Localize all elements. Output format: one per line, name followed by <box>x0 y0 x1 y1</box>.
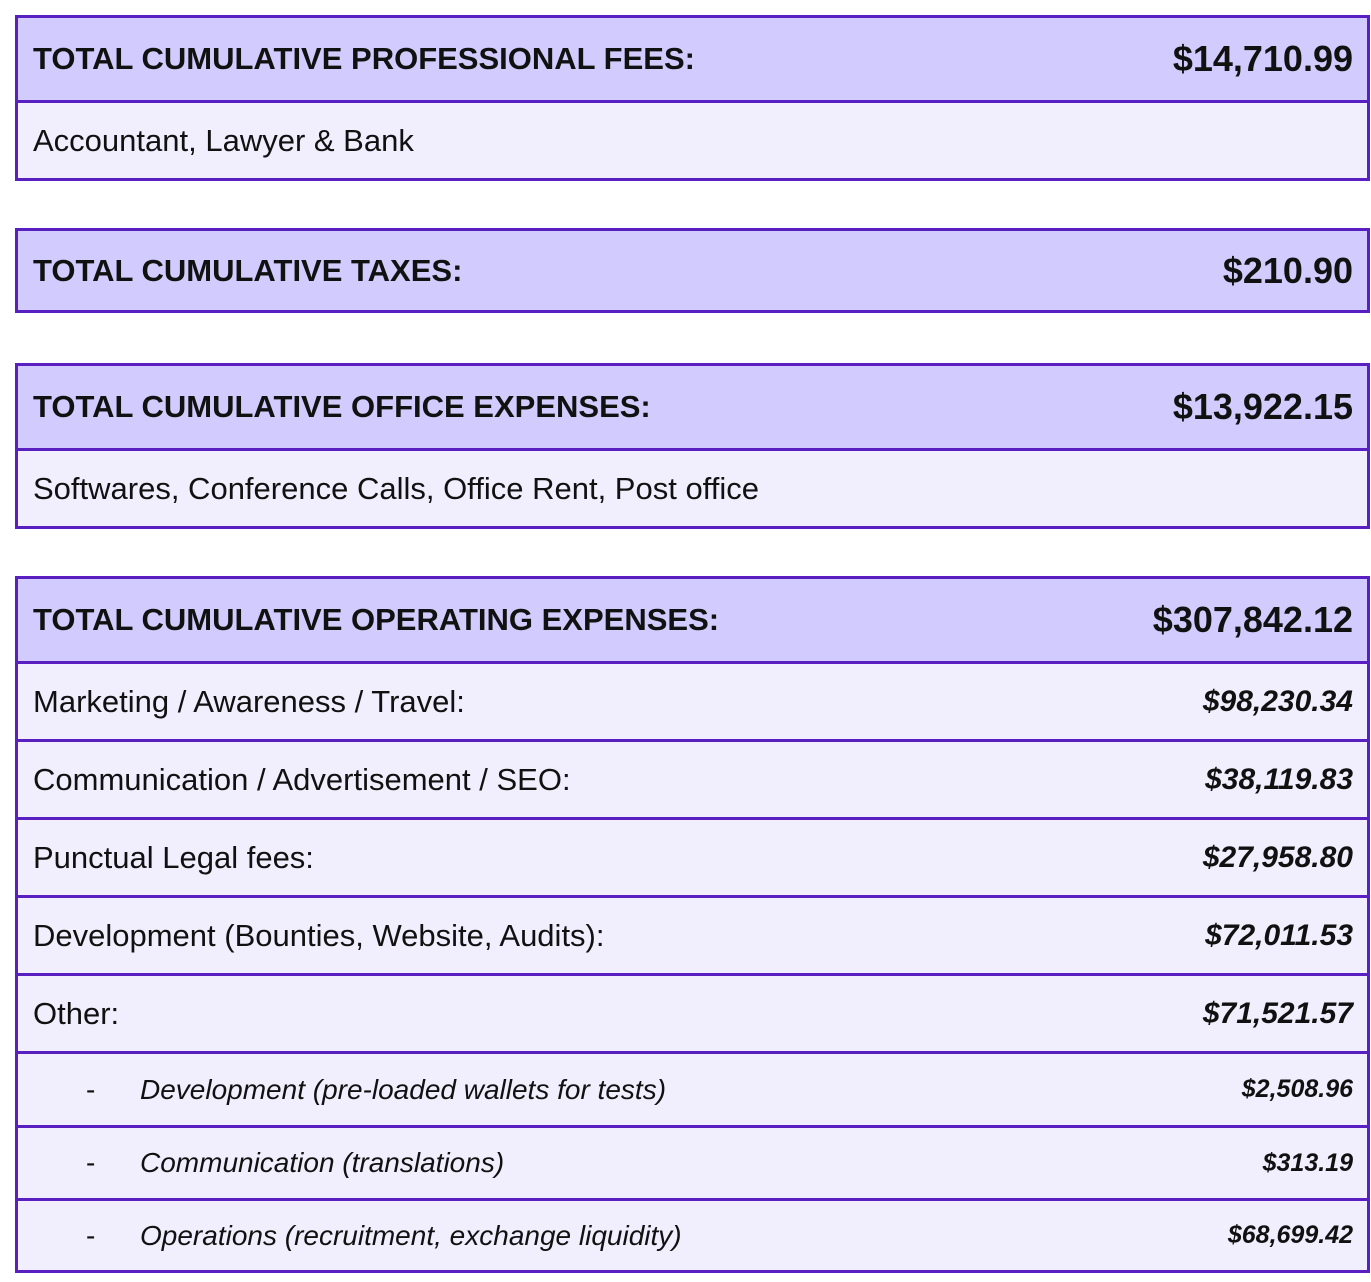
table-row: Development (Bounties, Website, Audits):… <box>18 895 1367 973</box>
office-expenses-table: TOTAL CUMULATIVE OFFICE EXPENSES: $13,92… <box>15 363 1370 529</box>
professional-fees-table: TOTAL CUMULATIVE PROFESSIONAL FEES: $14,… <box>15 15 1370 181</box>
sub-expense-label: - Operations (recruitment, exchange liqui… <box>33 1220 682 1252</box>
table-row: Marketing / Awareness / Travel: $98,230.… <box>18 661 1367 739</box>
office-expenses-description: Softwares, Conference Calls, Office Rent… <box>33 470 759 506</box>
sub-expense-text: Operations (recruitment, exchange liquid… <box>140 1219 682 1251</box>
sub-expense-label: - Development (pre-loaded wallets for tes… <box>33 1074 666 1106</box>
taxes-title: TOTAL CUMULATIVE TAXES: <box>33 252 463 288</box>
office-expenses-total: $13,922.15 <box>1172 386 1353 427</box>
expense-value: $98,230.34 <box>1202 684 1353 718</box>
sub-expense-label: - Communication (translations) <box>33 1147 504 1179</box>
sub-expense-value: $2,508.96 <box>1241 1075 1353 1103</box>
professional-fees-description-row: Accountant, Lawyer & Bank <box>18 100 1367 178</box>
professional-fees-title: TOTAL CUMULATIVE PROFESSIONAL FEES: <box>33 41 695 76</box>
professional-fees-description: Accountant, Lawyer & Bank <box>33 122 414 158</box>
bullet-dash: - <box>86 1147 96 1178</box>
expense-value: $72,011.53 <box>1205 918 1353 952</box>
expense-value: $38,119.83 <box>1205 762 1353 796</box>
expense-label: Communication / Advertisement / SEO: <box>33 761 571 797</box>
office-expenses-description-row: Softwares, Conference Calls, Office Rent… <box>18 448 1367 526</box>
expense-label: Marketing / Awareness / Travel: <box>33 683 465 719</box>
taxes-table: TOTAL CUMULATIVE TAXES: $210.90 <box>15 228 1370 313</box>
bullet-dash: - <box>86 1073 96 1105</box>
sub-expense-text: Development (pre-loaded wallets for test… <box>140 1073 667 1105</box>
office-expenses-title: TOTAL CUMULATIVE OFFICE EXPENSES: <box>33 389 651 424</box>
sub-expense-value: $313.19 <box>1262 1148 1353 1177</box>
taxes-header: TOTAL CUMULATIVE TAXES: $210.90 <box>18 231 1367 310</box>
expense-label: Development (Bounties, Website, Audits): <box>33 917 605 953</box>
expense-label: Other: <box>33 995 120 1031</box>
table-row: Other: $71,521.57 <box>18 973 1367 1051</box>
office-expenses-header: TOTAL CUMULATIVE OFFICE EXPENSES: $13,92… <box>18 366 1367 448</box>
sub-table-row: - Operations (recruitment, exchange liqui… <box>18 1198 1367 1270</box>
sub-expense-value: $68,699.42 <box>1227 1221 1353 1249</box>
professional-fees-total: $14,710.99 <box>1172 38 1353 79</box>
expense-value: $71,521.57 <box>1202 996 1353 1030</box>
sub-table-row: - Development (pre-loaded wallets for tes… <box>18 1051 1367 1125</box>
sub-expense-text: Communication (translations) <box>140 1147 505 1178</box>
operating-expenses-title: TOTAL CUMULATIVE OPERATING EXPENSES: <box>33 602 720 637</box>
professional-fees-header: TOTAL CUMULATIVE PROFESSIONAL FEES: $14,… <box>18 18 1367 100</box>
table-row: Communication / Advertisement / SEO: $38… <box>18 739 1367 817</box>
expense-label: Punctual Legal fees: <box>33 839 314 875</box>
taxes-total: $210.90 <box>1222 249 1353 291</box>
operating-expenses-table: TOTAL CUMULATIVE OPERATING EXPENSES: $30… <box>15 576 1370 1273</box>
sub-table-row: - Communication (translations) $313.19 <box>18 1125 1367 1198</box>
operating-expenses-header: TOTAL CUMULATIVE OPERATING EXPENSES: $30… <box>18 579 1367 661</box>
bullet-dash: - <box>86 1219 96 1251</box>
table-row: Punctual Legal fees: $27,958.80 <box>18 817 1367 895</box>
expense-value: $27,958.80 <box>1202 840 1353 874</box>
operating-expenses-total: $307,842.12 <box>1152 599 1353 640</box>
